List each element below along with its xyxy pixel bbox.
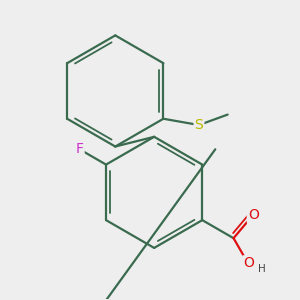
Text: H: H: [258, 264, 266, 274]
Text: S: S: [195, 118, 203, 132]
Text: O: O: [243, 256, 254, 270]
Text: F: F: [76, 142, 84, 156]
Text: O: O: [248, 208, 259, 222]
